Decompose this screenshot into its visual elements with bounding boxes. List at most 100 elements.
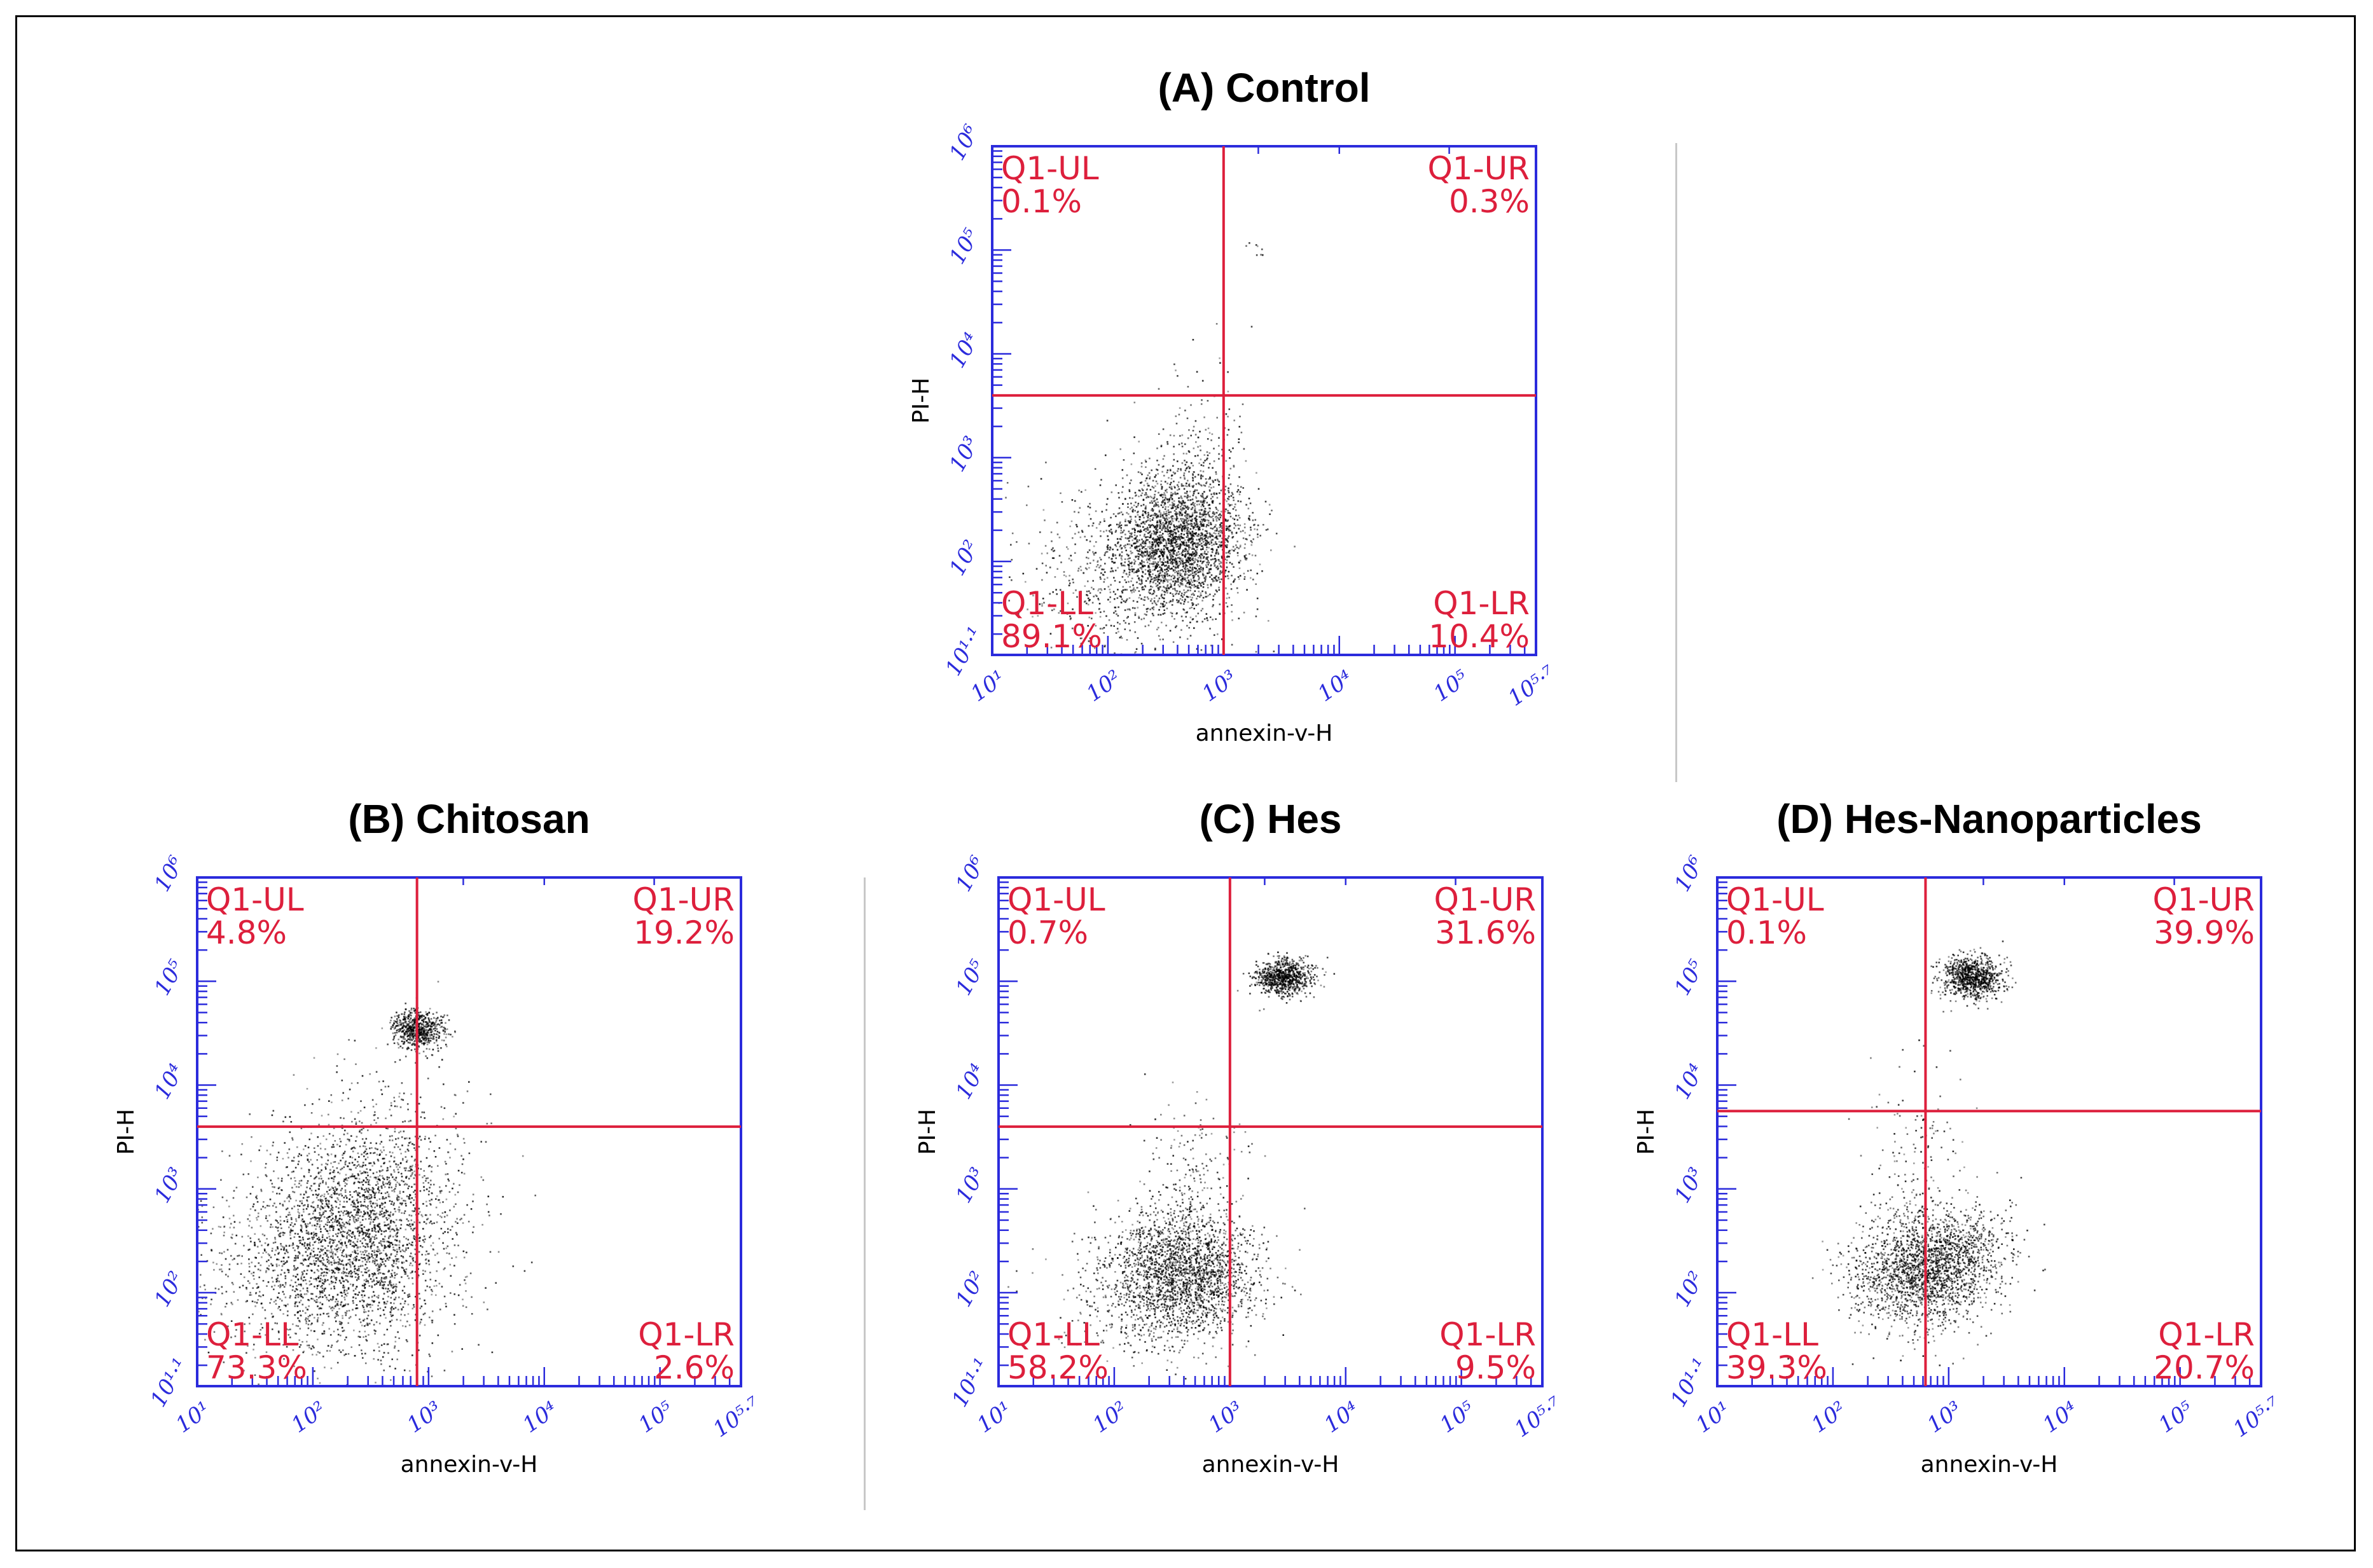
event-dot: [351, 1120, 353, 1123]
event-dot: [1189, 516, 1191, 518]
event-dot: [323, 1290, 325, 1292]
event-dot: [1215, 549, 1218, 551]
event-dot: [1221, 555, 1223, 558]
event-dot: [1193, 576, 1194, 579]
event-dot: [344, 1182, 347, 1184]
event-dot: [1197, 535, 1200, 537]
event-dot: [1245, 245, 1247, 247]
event-dot: [364, 1150, 366, 1153]
event-dot: [368, 1189, 371, 1191]
event-dot: [1187, 508, 1189, 511]
event-dot: [1159, 558, 1161, 560]
event-dot: [1197, 603, 1200, 605]
event-dot: [380, 1202, 383, 1204]
event-dot: [331, 1245, 333, 1247]
event-dot: [1196, 542, 1198, 545]
event-dot: [1148, 572, 1150, 575]
event-dot: [1084, 585, 1086, 588]
event-dot: [335, 1300, 336, 1303]
event-dot: [395, 1185, 397, 1188]
event-dot: [1091, 586, 1093, 589]
event-dot: [1212, 518, 1214, 520]
event-dot: [444, 1211, 446, 1213]
event-dot: [1215, 493, 1218, 495]
event-dot: [319, 1217, 321, 1220]
event-dot: [1249, 242, 1250, 244]
event-dot: [1187, 539, 1189, 541]
event-dot: [357, 1194, 359, 1197]
event-dot: [1095, 594, 1097, 596]
event-dot: [534, 1194, 536, 1197]
event-dot: [1166, 573, 1168, 575]
event-dot: [364, 1171, 366, 1174]
event-dot: [387, 1169, 389, 1171]
event-dot: [1166, 568, 1168, 570]
event-dot: [367, 1280, 369, 1283]
event-dot: [1205, 482, 1207, 485]
event-dot: [1151, 486, 1154, 488]
event-dot: [371, 1281, 373, 1283]
event-dot: [1161, 502, 1163, 504]
event-dot: [1184, 518, 1186, 521]
event-dot: [382, 1169, 384, 1171]
event-dot: [1179, 547, 1181, 549]
event-dot: [1189, 532, 1191, 533]
event-dot: [1166, 557, 1168, 559]
event-dot: [1175, 546, 1177, 548]
event-dot: [1123, 620, 1125, 622]
event-dot: [1111, 560, 1113, 563]
event-dot: [1131, 577, 1133, 579]
event-dot: [373, 1176, 376, 1179]
event-dot: [1175, 570, 1178, 573]
event-dot: [388, 1228, 390, 1230]
event-dot: [1221, 522, 1223, 524]
event-dot: [1202, 514, 1205, 516]
event-dots: [998, 242, 1296, 655]
event-dot: [1155, 474, 1157, 476]
event-dot: [342, 1277, 344, 1279]
event-dot: [1149, 574, 1151, 576]
event-dot: [1201, 539, 1204, 540]
event-dot: [1170, 496, 1172, 498]
event-dot: [383, 1157, 385, 1160]
event-dot: [1212, 467, 1214, 469]
event-dot: [308, 1233, 310, 1235]
event-dot: [389, 1281, 391, 1283]
event-dot: [425, 1188, 428, 1190]
event-dot: [1183, 533, 1185, 535]
event-dot: [336, 1361, 339, 1364]
event-dot: [1153, 497, 1155, 500]
event-dot: [312, 1103, 314, 1105]
event-dot: [1159, 494, 1162, 496]
event-dot: [462, 1305, 464, 1307]
event-dot: [1183, 502, 1185, 504]
event-dot: [1149, 569, 1151, 571]
event-dot: [427, 1166, 430, 1167]
event-dot: [1117, 526, 1119, 528]
event-dot: [1243, 578, 1245, 580]
event-dot: [1199, 596, 1201, 598]
event-dot: [319, 1255, 321, 1256]
event-dot: [379, 1282, 382, 1284]
event-dot: [1172, 570, 1175, 572]
event-dot: [1155, 553, 1158, 555]
event-dot: [456, 1234, 458, 1235]
event-dot: [292, 1242, 294, 1244]
event-dot: [1197, 545, 1199, 547]
event-dot: [398, 1258, 399, 1260]
event-dot: [387, 1288, 389, 1290]
event-dot: [394, 1296, 397, 1298]
event-dot: [1163, 580, 1166, 582]
event-dot: [1188, 581, 1190, 582]
event-dot: [380, 1252, 382, 1254]
event-dot: [1141, 539, 1143, 540]
event-dot: [294, 1303, 296, 1305]
event-dot: [1152, 554, 1155, 556]
event-dot: [1164, 544, 1166, 547]
event-dot: [1192, 465, 1194, 467]
event-dot: [1151, 576, 1152, 578]
event-dot: [1195, 604, 1198, 607]
event-dot: [1252, 579, 1254, 581]
event-dot: [1140, 553, 1143, 555]
event-dot: [1161, 593, 1163, 596]
